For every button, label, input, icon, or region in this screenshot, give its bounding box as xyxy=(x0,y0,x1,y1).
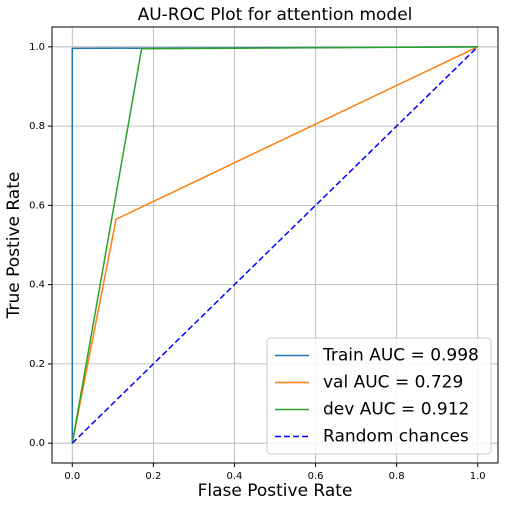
x-tick-label: 0.4 xyxy=(227,471,243,482)
y-tick-label: 0.0 xyxy=(29,438,45,449)
y-tick-label: 0.8 xyxy=(29,121,45,132)
x-axis-label: Flase Postive Rate xyxy=(198,481,353,501)
series-line xyxy=(71,46,478,444)
y-tick-label: 0.4 xyxy=(29,280,45,291)
chart-title: AU-ROC Plot for attention model xyxy=(138,5,413,25)
x-tick-label: 0.2 xyxy=(145,471,161,482)
y-tick-label: 0.6 xyxy=(29,200,45,211)
series-line xyxy=(71,46,479,444)
legend-label: Train AUC = 0.998 xyxy=(322,346,479,366)
plot-frame xyxy=(51,26,499,464)
y-axis-label: True Postive Rate xyxy=(4,172,24,320)
legend-label: val AUC = 0.729 xyxy=(323,373,463,393)
x-tick-label: 0.0 xyxy=(64,471,80,482)
x-tick-label: 0.6 xyxy=(308,471,324,482)
legend-box xyxy=(266,337,492,455)
y-tick-label: 1.0 xyxy=(29,42,45,53)
legend-label: dev AUC = 0.912 xyxy=(323,400,469,420)
legend-label: Random chances xyxy=(323,427,469,447)
x-tick-label: 0.8 xyxy=(389,471,405,482)
series-line xyxy=(71,46,479,444)
y-tick-label: 0.2 xyxy=(29,359,45,370)
x-tick-label: 1.0 xyxy=(470,471,486,482)
